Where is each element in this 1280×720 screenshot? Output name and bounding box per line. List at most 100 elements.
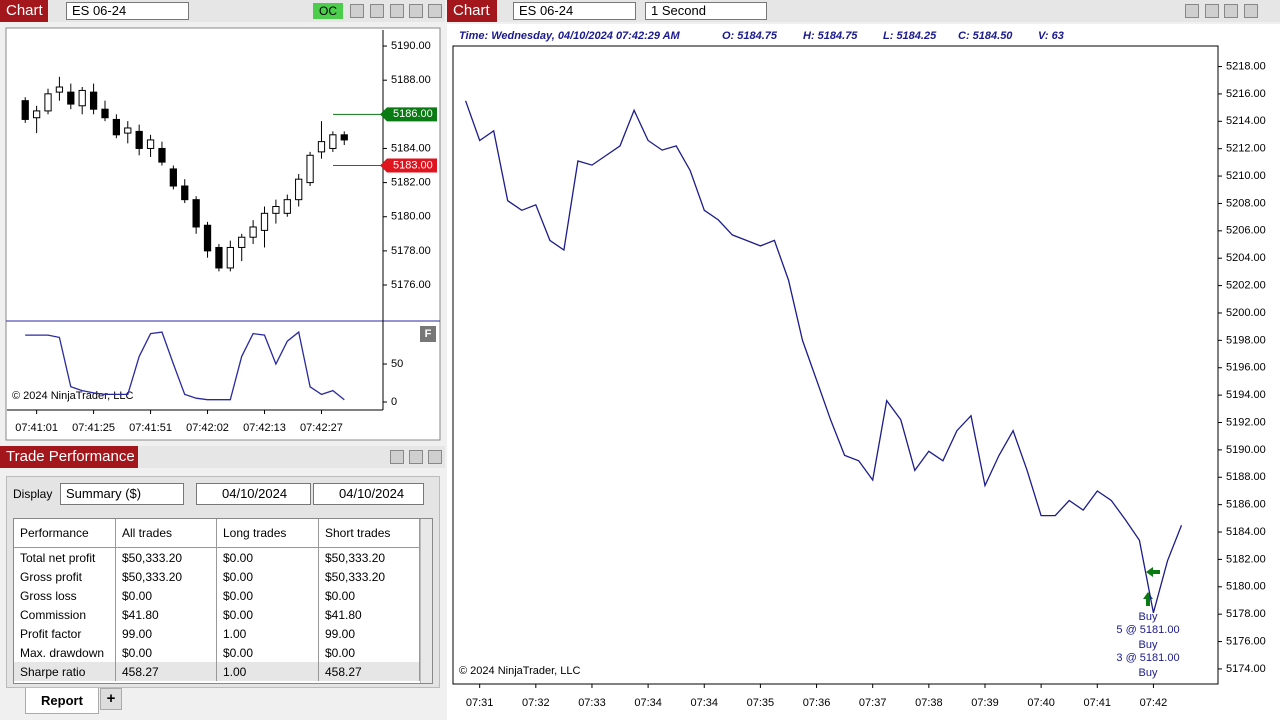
candle-body bbox=[101, 108, 109, 119]
x-tick-label: 07:33 bbox=[578, 697, 606, 709]
minimize-button[interactable] bbox=[1205, 4, 1219, 18]
table-cell: Total net profit bbox=[14, 547, 116, 567]
table-cell: 99.00 bbox=[115, 624, 217, 643]
maximize-button[interactable] bbox=[1224, 4, 1238, 18]
y-tick-label: 5214.00 bbox=[1226, 115, 1266, 127]
from-date[interactable]: 04/10/2024 bbox=[196, 483, 311, 505]
instrument-select[interactable]: ES 06-24 bbox=[513, 2, 636, 20]
candle-body bbox=[44, 93, 52, 112]
scrollbar[interactable] bbox=[420, 519, 432, 683]
chart-tab[interactable]: Chart bbox=[0, 0, 48, 22]
candle-body bbox=[146, 139, 155, 149]
panel-title: Trade Performance bbox=[0, 446, 138, 468]
y-tick-label: 5218.00 bbox=[1226, 60, 1266, 72]
table-cell: $50,333.20 bbox=[115, 567, 217, 586]
y-tick-label: 5178.00 bbox=[391, 245, 431, 257]
price-marker bbox=[380, 158, 437, 173]
x-tick-label: 07:38 bbox=[915, 697, 943, 709]
table-cell: Commission bbox=[14, 605, 116, 624]
table-cell: $50,333.20 bbox=[318, 567, 420, 586]
report-tab[interactable]: Report bbox=[25, 688, 99, 714]
y-tick-label: 5188.00 bbox=[1226, 471, 1266, 483]
candle-body bbox=[112, 118, 121, 136]
info-line: Time: Wednesday, 04/10/2024 07:42:29 AM … bbox=[459, 30, 1064, 42]
y-tick-label: 5184.00 bbox=[391, 142, 431, 154]
y-tick-label: 5184.00 bbox=[1226, 526, 1266, 538]
candle-body bbox=[260, 212, 269, 231]
y-tick-label: 5188.00 bbox=[391, 74, 431, 86]
candle-body bbox=[135, 130, 143, 149]
table-cell: $0.00 bbox=[216, 547, 319, 567]
table-cell: Short trades bbox=[318, 519, 420, 548]
table-row: Gross profit $50,333.20 $0.00 $50,333.20 bbox=[14, 567, 420, 586]
y-tick-label: 5200.00 bbox=[1226, 307, 1266, 319]
display-select[interactable]: Summary ($) bbox=[60, 483, 184, 505]
x-tick-label: 07:42:27 bbox=[300, 422, 343, 434]
y-tick-label: 5182.00 bbox=[1226, 553, 1266, 565]
table-cell: $0.00 bbox=[216, 586, 319, 605]
performance-table-box: Performance All trades Long trades Short tr… bbox=[13, 518, 433, 684]
close-button[interactable] bbox=[428, 4, 442, 18]
table-cell: $0.00 bbox=[318, 586, 420, 605]
y-tick-label: 5206.00 bbox=[1226, 225, 1266, 237]
instrument-select[interactable]: ES 06-24 bbox=[66, 2, 189, 20]
trade-label: Buy bbox=[1139, 639, 1158, 651]
table-cell: Max. drawdown bbox=[14, 643, 116, 662]
indicator-button-label: F bbox=[425, 328, 432, 340]
table-cell: $50,333.20 bbox=[115, 547, 217, 567]
y-tick-label: 5178.00 bbox=[1226, 608, 1266, 620]
candle-body bbox=[226, 246, 234, 269]
info-time: Time: Wednesday, 04/10/2024 07:42:29 AM bbox=[459, 30, 681, 42]
table-cell: Performance bbox=[14, 519, 116, 548]
x-tick-label: 07:32 bbox=[522, 697, 550, 709]
table-cell: Sharpe ratio bbox=[14, 662, 116, 681]
oc-button[interactable]: OC bbox=[313, 3, 343, 19]
info-low: L: 5184.25 bbox=[883, 30, 937, 42]
candle-body bbox=[306, 154, 314, 184]
price-line bbox=[25, 330, 345, 401]
table-cell: $41.80 bbox=[318, 605, 420, 624]
y-tick-label: 5216.00 bbox=[1226, 88, 1266, 100]
candle-body bbox=[21, 100, 29, 120]
table-cell: Long trades bbox=[216, 519, 319, 548]
x-tick-label: 07:42:13 bbox=[243, 422, 286, 434]
display-label: Display bbox=[13, 487, 53, 501]
candle-body bbox=[181, 185, 189, 201]
left-chart-frame bbox=[5, 27, 441, 441]
table-cell: 458.27 bbox=[318, 662, 420, 681]
trade-label: 3 @ 5181.00 bbox=[1116, 652, 1179, 664]
indicator-button[interactable] bbox=[420, 326, 436, 342]
window-button[interactable] bbox=[350, 4, 364, 18]
trade-label: 5 @ 5181.00 bbox=[1116, 624, 1179, 636]
candle-body bbox=[238, 236, 246, 248]
x-tick-label: 07:42 bbox=[1140, 697, 1168, 709]
close-button[interactable] bbox=[1244, 4, 1258, 18]
window-button[interactable] bbox=[1185, 4, 1199, 18]
chart-tab[interactable]: Chart bbox=[447, 0, 497, 22]
table-row: Gross loss $0.00 $0.00 $0.00 bbox=[14, 586, 420, 605]
add-tab[interactable]: + bbox=[100, 688, 122, 710]
table-cell: $0.00 bbox=[216, 605, 319, 624]
table-cell: 99.00 bbox=[318, 624, 420, 643]
candle-body bbox=[32, 110, 41, 119]
maximize-button[interactable] bbox=[409, 450, 423, 464]
trade-label: Buy bbox=[1139, 667, 1158, 679]
maximize-button[interactable] bbox=[409, 4, 423, 18]
y-tick-label: 0 bbox=[391, 396, 397, 408]
copyright: © 2024 NinjaTrader, LLC bbox=[459, 665, 580, 677]
minimize-button[interactable] bbox=[390, 4, 404, 18]
buy-arrow bbox=[1146, 567, 1160, 577]
table-cell: $0.00 bbox=[318, 643, 420, 662]
minimize-button[interactable] bbox=[390, 450, 404, 464]
y-tick-label: 5190.00 bbox=[1226, 444, 1266, 456]
window-button[interactable] bbox=[370, 4, 384, 18]
to-date[interactable]: 04/10/2024 bbox=[313, 483, 424, 505]
candle-body bbox=[283, 199, 291, 214]
candle-body bbox=[317, 141, 326, 153]
copyright: © 2024 NinjaTrader, LLC bbox=[12, 390, 133, 402]
x-tick-label: 07:36 bbox=[803, 697, 831, 709]
price-line bbox=[464, 100, 1183, 613]
close-button[interactable] bbox=[428, 450, 442, 464]
interval-select[interactable]: 1 Second bbox=[645, 2, 767, 20]
